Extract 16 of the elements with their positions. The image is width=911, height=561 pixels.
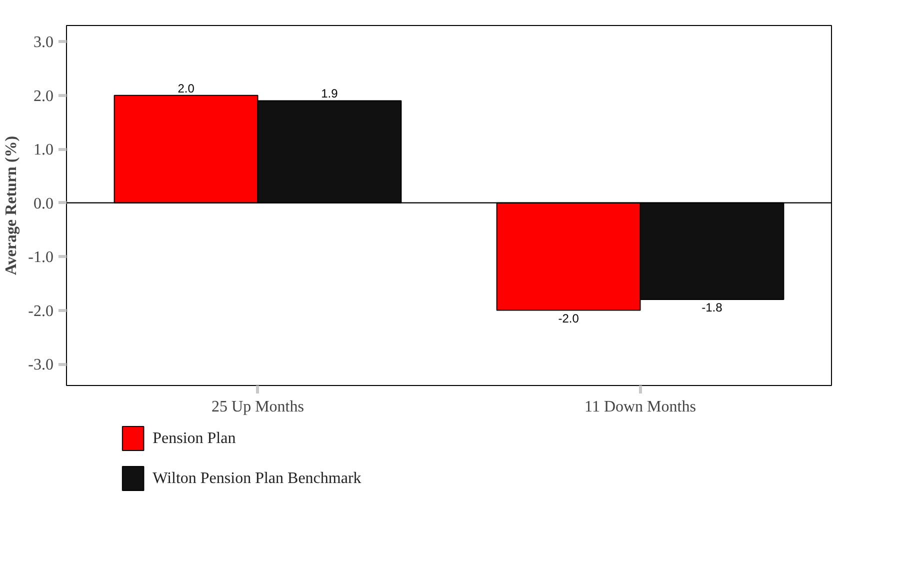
y-tick-label: 3.0 (34, 34, 54, 52)
data-label: -2.0 (558, 311, 580, 326)
x-tick-label: 11 Down Months (584, 398, 696, 416)
y-tick-label: 1.0 (34, 142, 54, 159)
y-tick-label: -2.0 (28, 302, 54, 320)
data-label: -1.8 (702, 300, 723, 315)
x-tick-label: 25 Up Months (212, 398, 304, 416)
legend-label: Wilton Pension Plan Benchmark (152, 470, 362, 487)
legend-label: Pension Plan (152, 430, 236, 447)
y-tick-label: 2.0 (34, 88, 54, 105)
y-tick-label: 0.0 (34, 195, 54, 212)
data-label: 2.0 (178, 81, 195, 96)
y-axis-title: Average Return (%) (3, 136, 20, 276)
y-tick-label: -3.0 (28, 356, 54, 374)
data-label: 1.9 (321, 86, 338, 101)
y-tick-label: -1.0 (28, 249, 54, 266)
